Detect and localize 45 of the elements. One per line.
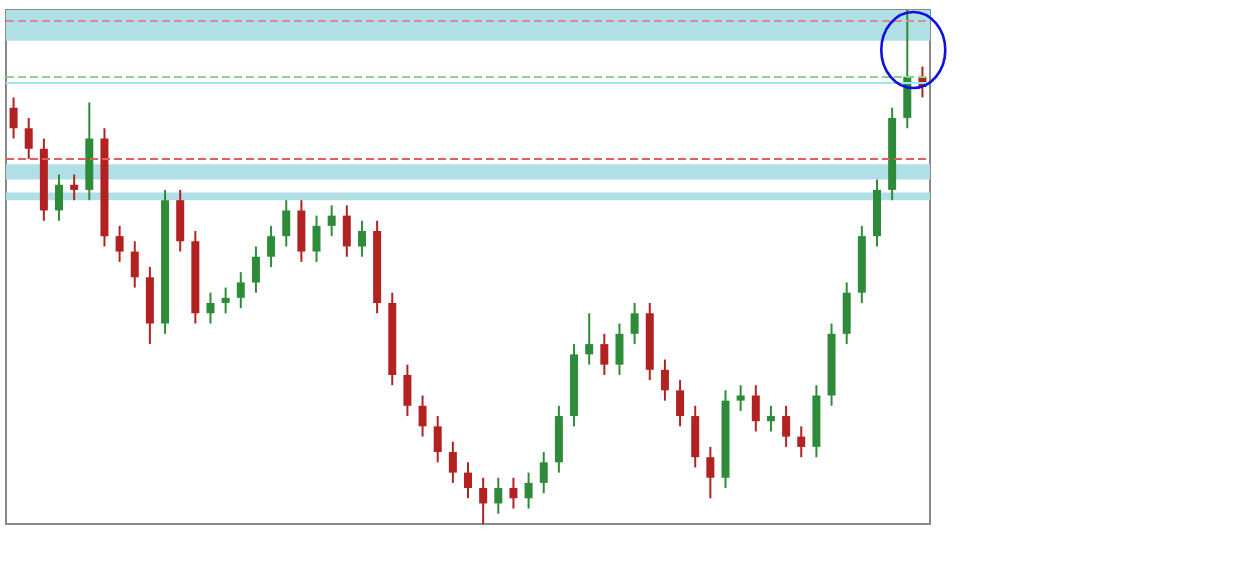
candlestick [251,245,260,294]
candlestick [357,219,366,258]
candlestick [206,291,215,325]
candlestick [872,178,881,248]
candlestick [691,404,700,469]
candlestick [585,312,594,366]
candlestick [297,199,306,263]
candlestick [55,173,64,222]
candlestick [145,266,154,346]
candlestick [479,476,488,525]
candlestick [797,425,806,459]
candlestick [539,451,548,495]
candlestick [418,394,427,438]
candlestick [660,358,669,402]
candlestick [706,445,715,500]
candlestick [312,214,321,263]
candlestick [509,476,518,510]
candlestick [70,173,79,202]
candlestick [236,271,245,310]
candlestick [736,384,745,412]
candlestick [221,286,230,315]
candlestick [176,188,185,253]
candlestick [766,404,775,433]
candlestick [403,363,412,418]
candlestick [130,240,139,289]
candlestick [115,224,124,263]
candlestick [630,301,639,346]
candlestick [600,332,609,376]
candlestick [464,461,472,500]
candlestick [433,415,442,464]
candlestick [554,404,563,474]
candlestick [24,116,33,161]
candlestick [524,471,533,510]
candlestick [327,204,336,238]
candlestick [494,476,503,515]
candlestick [676,379,685,428]
candlestick [782,404,791,448]
candlestick [9,96,18,140]
candlestick [267,224,276,268]
candlestick [448,440,457,484]
candlestick [615,322,624,376]
candlestick [842,281,851,346]
candlestick [342,204,351,258]
candlestick [282,199,291,248]
candlestick [751,384,760,433]
